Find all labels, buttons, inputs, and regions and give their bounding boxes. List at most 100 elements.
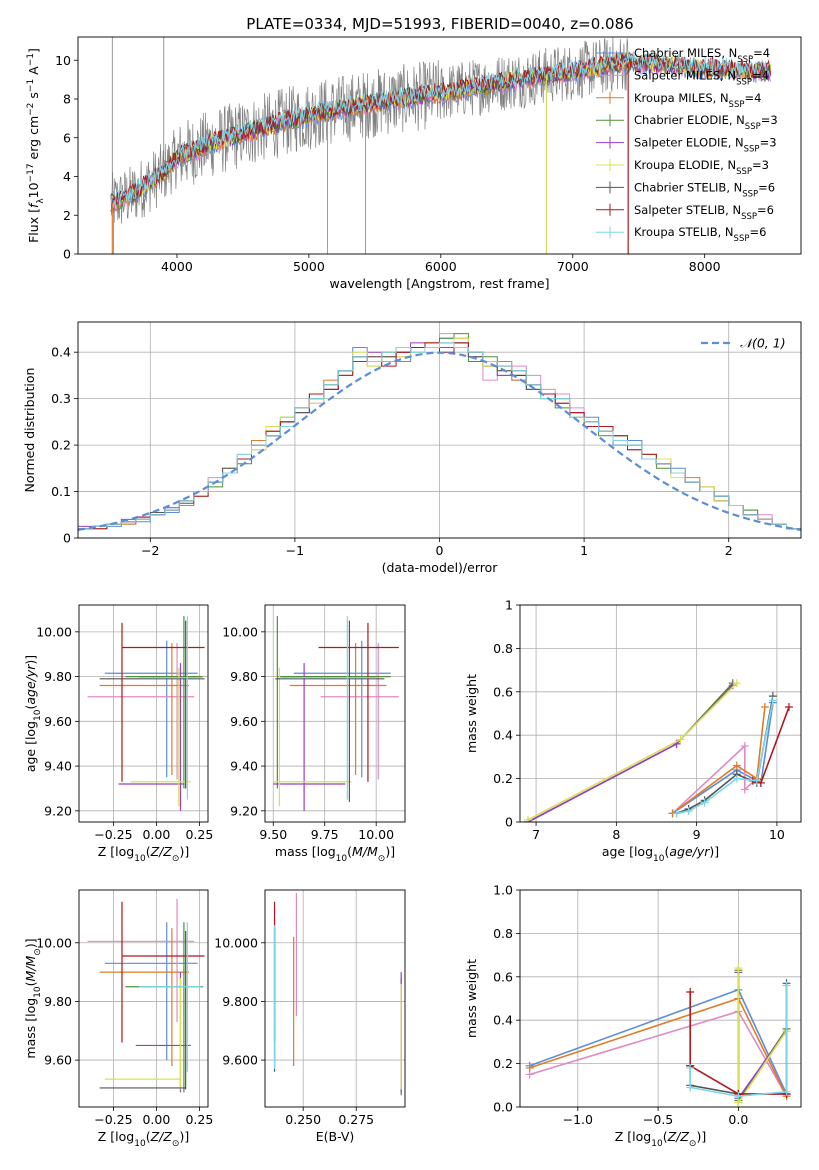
legend-entry-sub: SSP xyxy=(736,77,752,87)
axes-frame xyxy=(77,321,802,539)
y-tick-label: 0.0 xyxy=(493,1100,513,1115)
legend-entry: Salpeter ELODIE, NSSP=3 xyxy=(634,136,777,155)
x-tick-label: 9.75 xyxy=(311,827,339,842)
plot-area-age_vs_Z xyxy=(87,616,205,811)
x-tick-label: 0.00 xyxy=(142,827,170,842)
x-axis-label: Z [log10(Z/Z⊙)] xyxy=(98,1129,189,1149)
weight-point-8 xyxy=(732,774,741,783)
chart-age_vs_mass: 9.50 9.75 10.00 9.20 9.40 9.60 9.80 10.00 mass [… xyxy=(222,604,406,864)
x-tick-label: −0.25 xyxy=(94,1112,132,1127)
y-tick-label: 0.4 xyxy=(51,345,71,360)
y-tick-label: 9.80 xyxy=(44,669,72,684)
x-tick-label: −0.5 xyxy=(643,1112,673,1127)
y-tick-label: 6 xyxy=(63,130,71,145)
x-axis-label-part: )] xyxy=(385,844,395,859)
x-tick-label: 0.250 xyxy=(285,1112,321,1127)
x-axis-label: mass [log10(M/M⊙)] xyxy=(275,844,395,864)
legend-entry: Chabrier MILES, NSSP=4 xyxy=(634,46,770,65)
y-tick-label: 0.6 xyxy=(493,969,513,984)
legend-entry-tail: =3 xyxy=(761,113,778,127)
plot-area-age_vs_mass xyxy=(273,616,399,811)
y-tick-label: 10.00 xyxy=(36,935,72,950)
x-tick-label: 10.00 xyxy=(358,827,394,842)
legend-entry-sub: SSP xyxy=(729,100,745,110)
legend-entry: Salpeter MILES, NSSP=4 xyxy=(634,68,769,87)
y-axis-label-part: −17 xyxy=(26,163,36,182)
y-axis-label-part: ⊙ xyxy=(33,948,43,956)
x-axis-label-part: Z [log xyxy=(98,1129,134,1144)
legend-entry-main: Salpeter ELODIE, N xyxy=(634,136,744,150)
y-tick-label: 0.1 xyxy=(51,484,71,499)
y-tick-label: 9.80 xyxy=(44,994,72,1009)
weight-point-5 xyxy=(524,815,533,822)
x-tick-label: 0 xyxy=(436,543,444,558)
x-axis-label-part: ⊙ xyxy=(172,1139,180,1149)
weight-point-5 xyxy=(676,735,685,744)
legend-entry-tail: =6 xyxy=(757,203,774,217)
weight-point-1 xyxy=(740,742,749,751)
x-axis-label-part: )] xyxy=(709,844,719,859)
y-axis-label: mass weight xyxy=(464,674,479,753)
x-axis-label-part: wavelength [Angstrom, rest frame] xyxy=(329,276,549,291)
x-tick-label: −1 xyxy=(286,543,304,558)
weight-point-2 xyxy=(760,702,769,711)
axes-frame xyxy=(519,889,802,1108)
x-tick-label: 2 xyxy=(725,543,733,558)
legend-entry-main: Kroupa STELIB, N xyxy=(634,225,734,239)
x-tick-label: 0.25 xyxy=(185,827,213,842)
x-tick-label: 8000 xyxy=(689,259,721,274)
figure-title: PLATE=0334, MJD=51993, FIBERID=0040, z=0… xyxy=(246,15,633,33)
weight-point-8 xyxy=(700,798,709,807)
weight-point-8 xyxy=(686,1063,695,1072)
x-axis-label-part: Z [log xyxy=(615,1129,651,1144)
y-axis-label-part: Normed distribution xyxy=(22,368,37,493)
y-axis-label-part: 10 xyxy=(33,986,43,998)
x-axis-label-part: 10 xyxy=(651,1139,663,1149)
y-axis-label-part: 10 xyxy=(33,709,43,721)
y-axis-label: Flux [fλ10−17 erg cm−2 s−1 A−1] xyxy=(26,48,46,243)
x-tick-label: 0.00 xyxy=(142,1112,170,1127)
y-tick-label: 0.4 xyxy=(493,1013,513,1028)
y-tick-label: 0.2 xyxy=(493,771,513,786)
weight-line-1 xyxy=(671,744,758,814)
x-tick-label: 0.275 xyxy=(338,1112,374,1127)
y-axis-label-part: f xyxy=(26,202,41,208)
weight-point-8 xyxy=(782,981,791,990)
x-axis-label-part: Z/Z xyxy=(150,1129,173,1144)
legend-entry: Kroupa MILES, NSSP=4 xyxy=(634,91,761,110)
y-tick-label: 10.00 xyxy=(36,624,72,639)
y-tick-label: 9.600 xyxy=(222,1053,258,1068)
y-tick-label: 9.60 xyxy=(44,1053,72,1068)
x-axis-label-part: (data-model)/error xyxy=(382,560,499,575)
x-tick-label: 6000 xyxy=(425,259,457,274)
weight-point-8 xyxy=(684,807,693,816)
weight-line-2 xyxy=(672,706,766,814)
x-axis-label: age [log10(age/yr)] xyxy=(602,844,719,864)
x-axis-label-part: ( xyxy=(146,1129,151,1144)
y-tick-label: 9.40 xyxy=(44,759,72,774)
legend-entry-tail: =6 xyxy=(749,225,766,239)
plot-area-mass_vs_EBV xyxy=(273,892,402,1096)
y-tick-label: 10.000 xyxy=(214,935,258,950)
x-axis-label: Z [log10(Z/Z⊙)] xyxy=(615,1129,706,1149)
x-axis-label-part: ( xyxy=(663,1129,668,1144)
plot-area-weight_vs_age xyxy=(524,679,793,822)
legend-entry: Chabrier ELODIE, NSSP=3 xyxy=(634,113,778,132)
weight-point-1 xyxy=(740,785,749,794)
y-tick-label: 1 xyxy=(505,598,513,613)
y-axis-label-part: −2 xyxy=(26,103,36,116)
x-axis-label-part: Z [log xyxy=(98,844,134,859)
legend-entry-tail: =4 xyxy=(752,68,769,82)
y-tick-label: 9.20 xyxy=(230,803,258,818)
legend-entry-tail: =4 xyxy=(744,91,761,105)
weight-point-7 xyxy=(756,778,765,787)
y-axis-label-part: mass weight xyxy=(464,959,479,1038)
legend-entry-tail: =4 xyxy=(753,46,770,60)
y-axis-label-part: ] xyxy=(26,48,41,53)
y-tick-label: 9.60 xyxy=(230,714,258,729)
y-axis-label-part: A xyxy=(26,66,41,79)
x-axis-label-part: ( xyxy=(146,844,151,859)
x-axis-label-part: age/yr xyxy=(669,844,710,859)
y-tick-label: 8 xyxy=(63,92,71,107)
